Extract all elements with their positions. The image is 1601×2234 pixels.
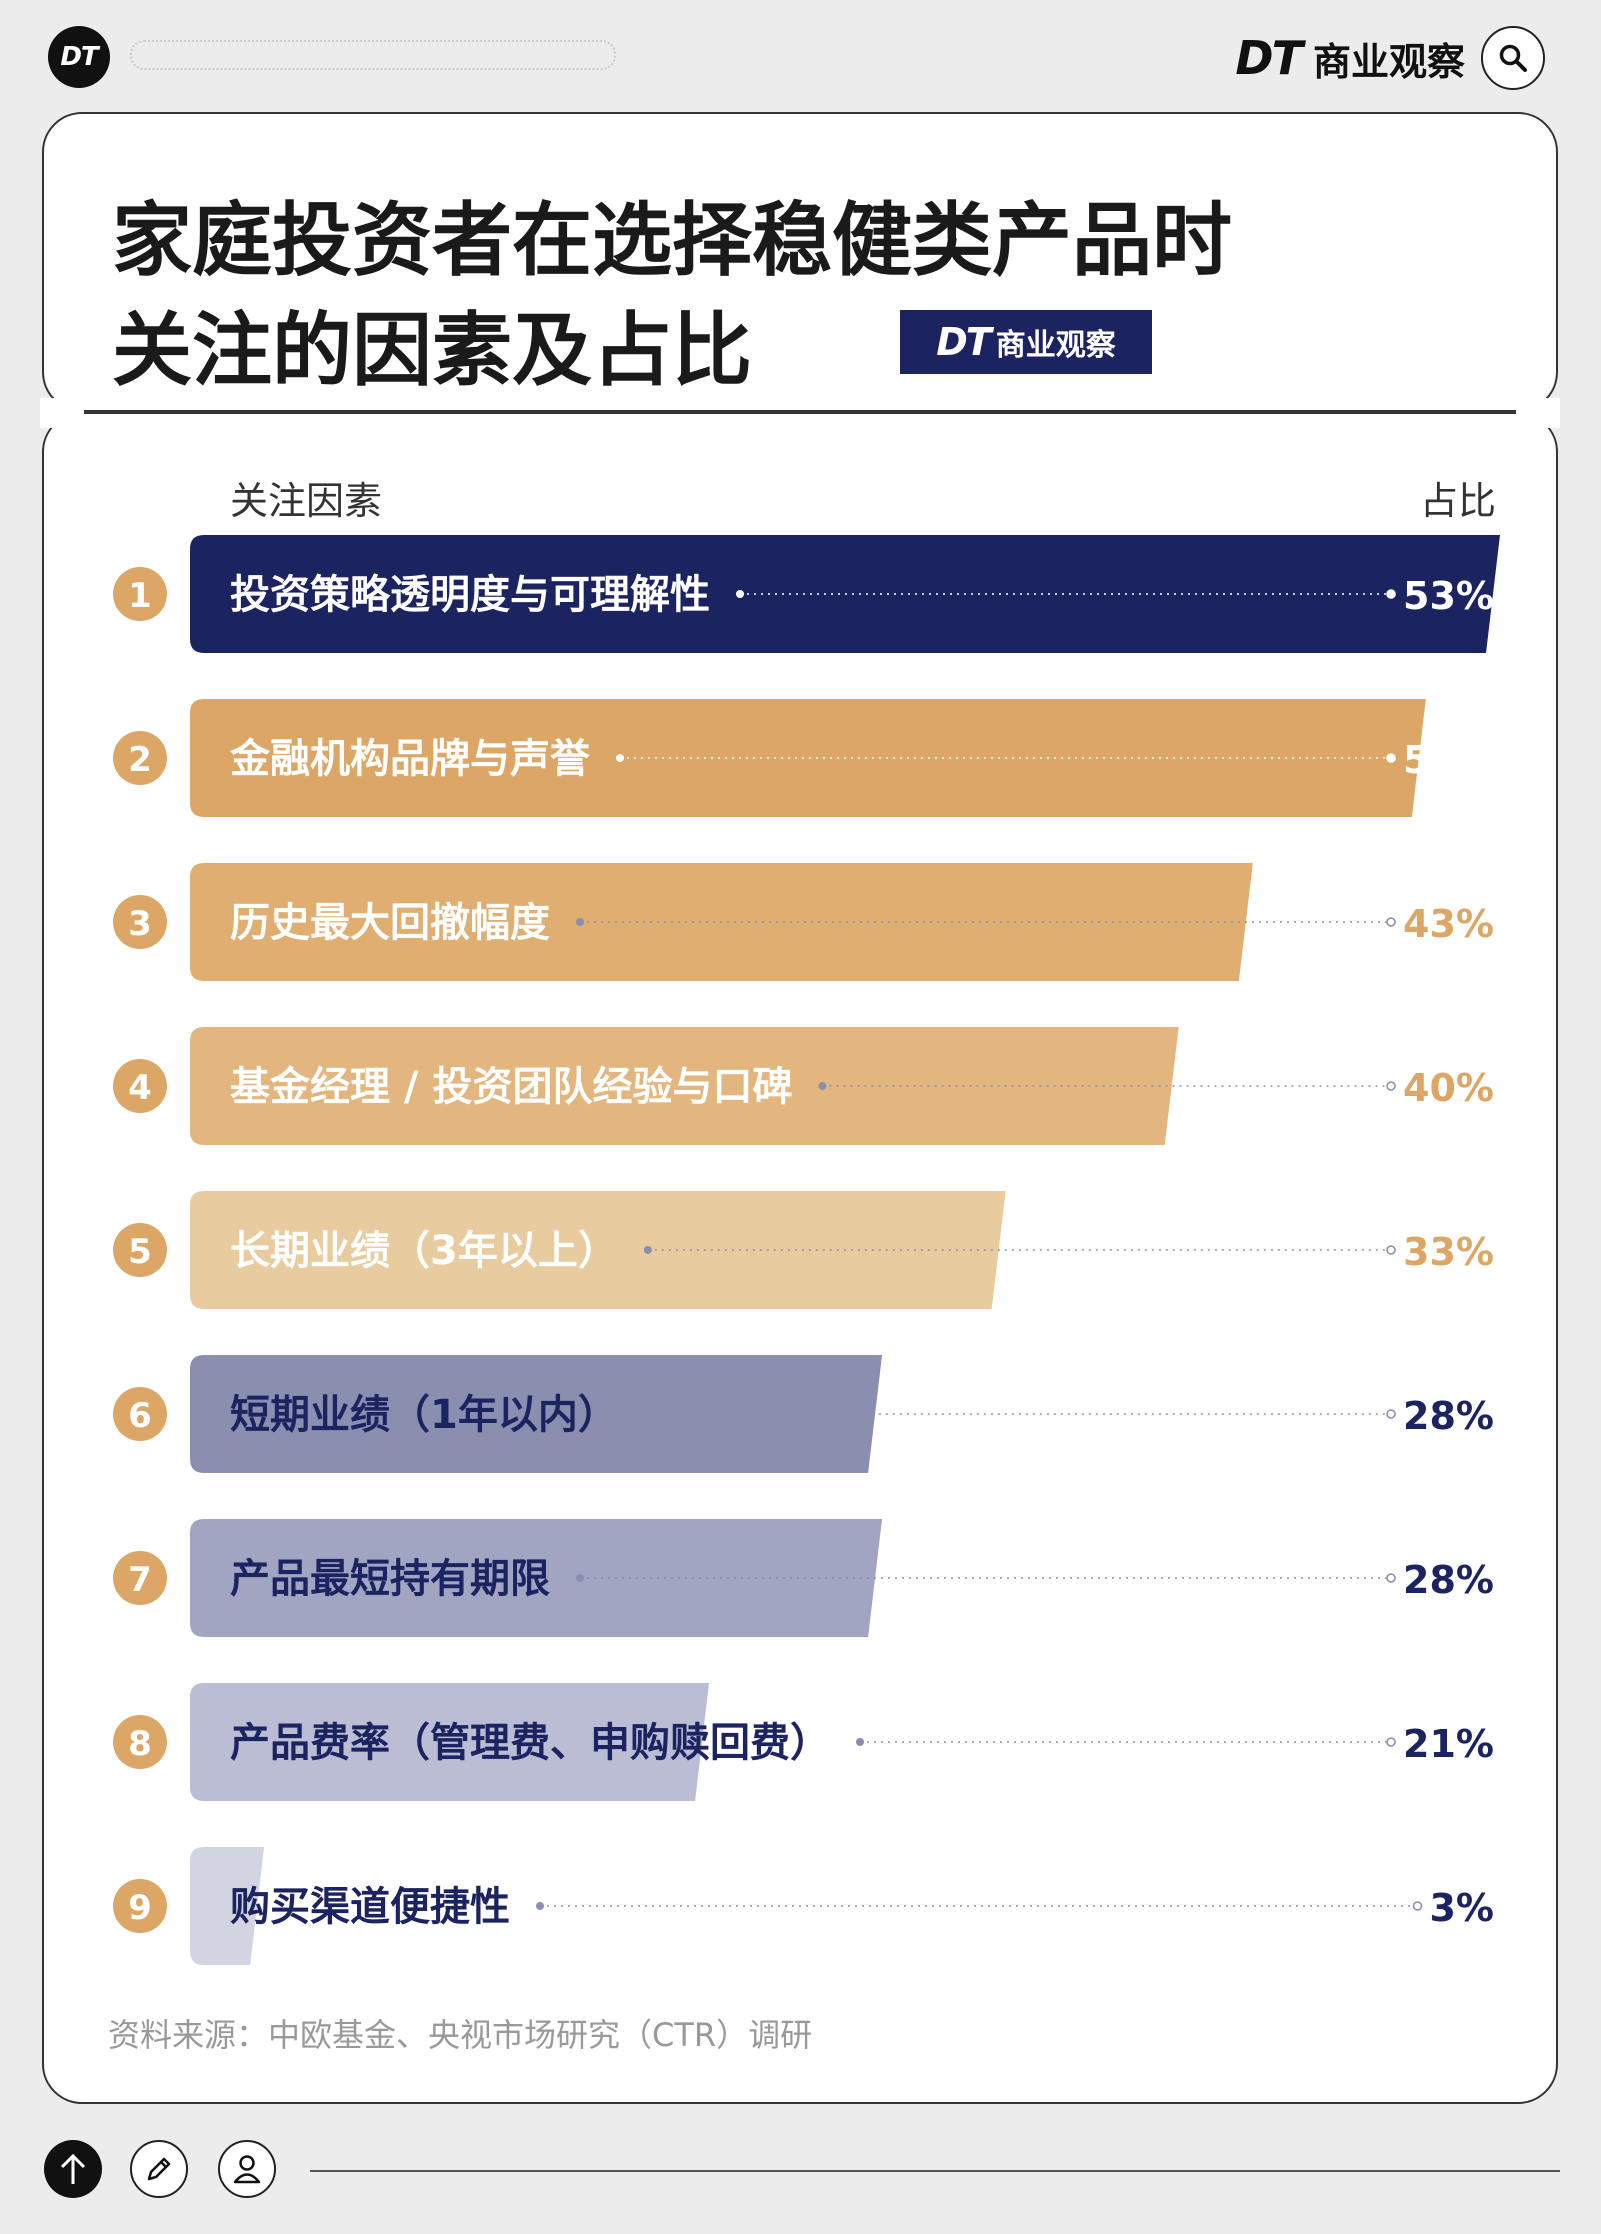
value-label: 28%	[1403, 1558, 1494, 1602]
bar-label: 基金经理 / 投资团队经验与口碑	[230, 1064, 792, 1110]
arrow-up-icon[interactable]	[44, 2140, 102, 2198]
bar	[190, 1027, 1179, 1145]
leader-dot-start	[736, 590, 744, 598]
brand-mark: DT	[1235, 31, 1303, 85]
search-icon[interactable]	[1481, 26, 1545, 90]
leader-dot-end	[1386, 917, 1396, 927]
leader-dot-start	[576, 1574, 584, 1582]
bar-label: 产品费率（管理费、申购赎回费）	[230, 1720, 830, 1766]
leader-dot-end	[1386, 1081, 1396, 1091]
value-label: 43%	[1403, 902, 1494, 946]
rank-number: 4	[128, 1068, 152, 1108]
bar-label: 长期业绩（3年以上）	[230, 1228, 618, 1274]
bar	[190, 1355, 883, 1473]
badge-name: 商业观察	[995, 328, 1116, 363]
value-label: 50%	[1403, 738, 1494, 782]
label-column-header: 关注因素	[230, 479, 383, 523]
leader-dot-start	[643, 1246, 652, 1254]
leader-dot-end	[1386, 1737, 1396, 1747]
rank-number: 3	[128, 904, 152, 944]
rank-number: 8	[128, 1724, 152, 1764]
leader-dot-end	[1386, 1573, 1396, 1583]
pencil-icon[interactable]	[130, 2140, 188, 2198]
leader-dot-start	[818, 1082, 827, 1090]
leader-dot-start	[856, 1738, 864, 1746]
leader-dot-start	[576, 918, 584, 926]
rank-number: 5	[128, 1232, 152, 1272]
value-label: 33%	[1403, 1230, 1494, 1274]
leader-dot-end	[1386, 1409, 1396, 1419]
rank-number: 7	[128, 1560, 152, 1600]
value-label: 40%	[1403, 1066, 1494, 1110]
bar	[190, 1191, 1006, 1309]
rank-circle	[113, 895, 167, 949]
chart-title: 家庭投资者在选择稳健类产品时 关注的因素及占比	[112, 186, 1232, 406]
bar	[190, 699, 1426, 817]
rank-circle	[113, 731, 167, 785]
brand-name: 商业观察	[1312, 39, 1465, 84]
bar-label: 产品最短持有期限	[230, 1556, 550, 1602]
leader-dot-end	[1386, 1245, 1396, 1255]
rank-circle	[113, 1715, 167, 1769]
rank-circle	[113, 1059, 167, 1113]
rank-number: 9	[128, 1888, 152, 1928]
bar-label: 购买渠道便捷性	[230, 1884, 510, 1930]
rank-number: 6	[128, 1396, 152, 1436]
value-column-header: 占比	[1419, 479, 1496, 523]
bar-label: 历史最大回撤幅度	[230, 900, 550, 946]
bar	[190, 1847, 265, 1965]
rank-number: 1	[128, 576, 152, 616]
toolbar-divider	[310, 2170, 1560, 2172]
value-label: 3%	[1429, 1886, 1494, 1930]
badge-mark: DT	[936, 320, 991, 364]
rank-number: 2	[128, 740, 152, 780]
value-label: 21%	[1403, 1722, 1494, 1766]
rank-circle	[113, 1551, 167, 1605]
bar	[190, 1519, 883, 1637]
title-line-2: 关注的因素及占比	[112, 304, 752, 397]
rank-circle	[113, 1879, 167, 1933]
leader-dot-start	[536, 1902, 544, 1910]
address-bar[interactable]	[130, 40, 616, 70]
card-divider-right	[1516, 398, 1560, 428]
title-line-1: 家庭投资者在选择稳健类产品时	[112, 194, 1232, 287]
bar-label: 投资策略透明度与可理解性	[230, 572, 710, 618]
dt-logo-icon[interactable]: DT	[48, 26, 110, 88]
source-note: 资料来源：中欧基金、央视市场研究（CTR）调研	[108, 2016, 813, 2054]
leader-dot-start	[643, 1410, 652, 1418]
card-divider-left	[40, 398, 84, 428]
rank-circle	[113, 567, 167, 621]
leader-dot-end	[1412, 1901, 1423, 1911]
value-label: 53%	[1403, 574, 1494, 618]
title-badge: DT 商业观察	[900, 310, 1152, 374]
rank-circle	[113, 1387, 167, 1441]
user-icon[interactable]	[218, 2140, 276, 2198]
brand: DT 商业观察	[1235, 30, 1465, 86]
value-label: 28%	[1403, 1394, 1494, 1438]
title-card: 家庭投资者在选择稳健类产品时 关注的因素及占比 DT 商业观察	[42, 112, 1558, 412]
leader-dot-start	[616, 754, 624, 762]
leader-dot-end	[1386, 753, 1396, 763]
rank-circle	[113, 1223, 167, 1277]
bar	[190, 1683, 710, 1801]
bar-label: 短期业绩（1年以内）	[230, 1392, 618, 1438]
bar-label: 金融机构品牌与声誉	[229, 736, 591, 782]
leader-dot-end	[1386, 589, 1396, 599]
